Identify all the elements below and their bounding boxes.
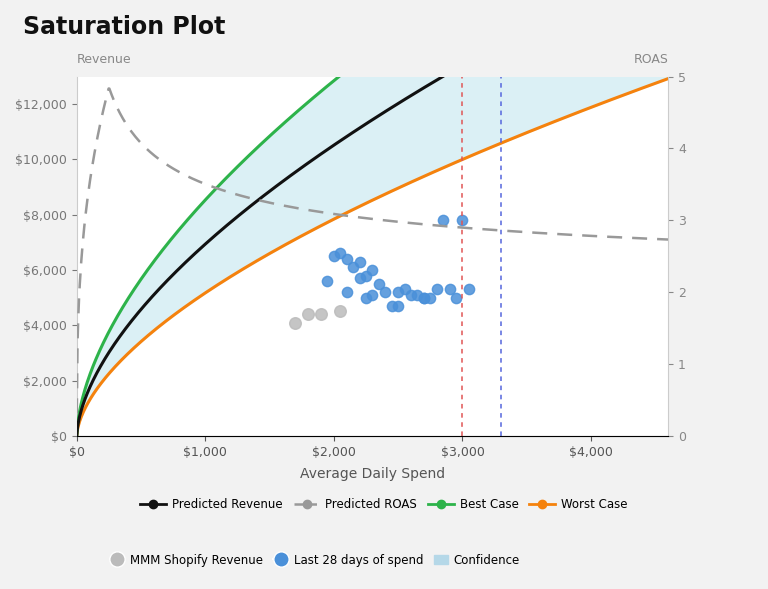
Point (353, 257, 366, 266)
Point (360, 293, 372, 302)
Point (424, 293, 436, 302)
Point (366, 290, 379, 300)
Point (321, 276, 333, 286)
Text: ROAS: ROAS (634, 53, 668, 66)
Legend: Predicted Revenue, Predicted ROAS, Best Case, Worst Case: Predicted Revenue, Predicted ROAS, Best … (136, 493, 632, 515)
Text: Saturation Plot: Saturation Plot (23, 15, 226, 39)
Point (328, 252, 340, 261)
Point (334, 249, 346, 258)
Point (450, 293, 462, 302)
Point (366, 265, 379, 274)
Point (431, 284, 443, 294)
Legend: MMM Shopify Revenue, Last 28 days of spend, Confidence: MMM Shopify Revenue, Last 28 days of spe… (105, 549, 525, 571)
Point (290, 318, 302, 327)
Point (405, 290, 417, 300)
Point (360, 271, 372, 280)
Point (392, 301, 404, 310)
Point (353, 274, 366, 283)
Point (334, 307, 346, 316)
Point (399, 284, 411, 294)
Point (443, 284, 455, 294)
Point (341, 287, 353, 297)
Point (315, 310, 327, 319)
Text: Revenue: Revenue (77, 53, 131, 66)
Point (463, 284, 475, 294)
Point (379, 287, 392, 297)
X-axis label: Average Daily Spend: Average Daily Spend (300, 467, 445, 481)
Point (347, 263, 359, 272)
Point (437, 216, 449, 225)
Point (386, 301, 398, 310)
Point (418, 293, 430, 302)
Point (302, 310, 314, 319)
Point (392, 287, 404, 297)
Point (372, 279, 385, 289)
Point (418, 293, 430, 302)
Point (456, 216, 468, 225)
Point (341, 254, 353, 264)
Point (412, 290, 424, 300)
